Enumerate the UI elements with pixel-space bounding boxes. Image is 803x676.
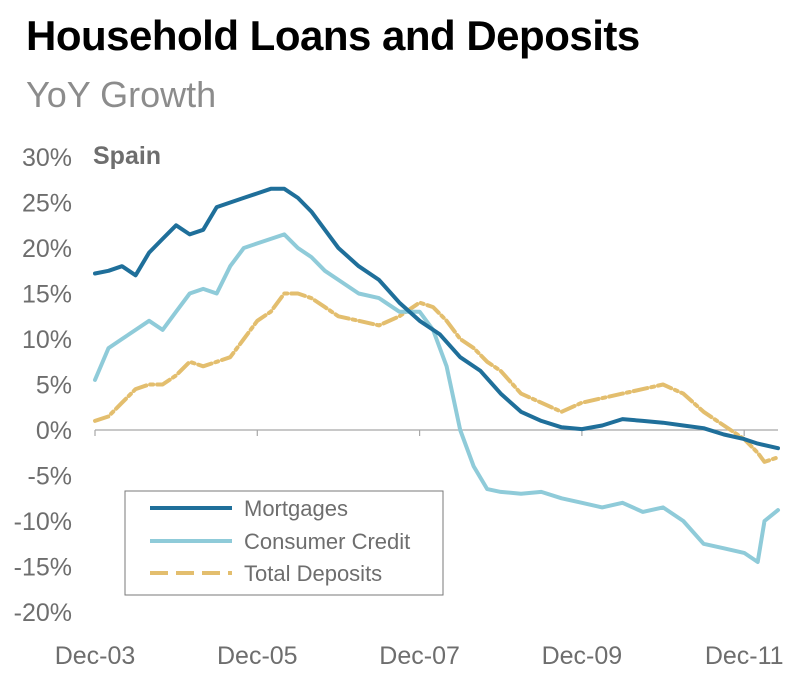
series-line-mortgages [93,186,780,451]
chart-subtitle: YoY Growth [26,74,217,115]
x-tick-label: Dec-05 [217,642,298,670]
y-tick-label: 10% [22,326,72,354]
y-tick-label: -10% [14,508,72,536]
x-tick-label: Dec-11 [705,642,784,670]
y-axis: 30% 25% 20% 15% 10% 5% 0% -5% -10% -15% -20% [14,144,778,627]
y-tick-label: -5% [28,463,72,491]
legend-label: Total Deposits [244,561,382,586]
y-tick-label: 25% [22,190,72,218]
series-line-total-deposits [93,291,780,464]
legend-label: Mortgages [244,496,348,521]
chart-title: Household Loans and Deposits [26,12,640,59]
y-tick-label: 30% [22,144,72,172]
y-tick-label: 5% [36,372,72,400]
y-tick-label: 20% [22,235,72,263]
y-tick-label: 15% [22,281,72,309]
plot-area [93,186,780,564]
y-tick-label: -15% [14,554,72,582]
y-tick-label: -20% [14,599,72,627]
legend-label: Consumer Credit [244,529,410,554]
x-tick-label: Dec-09 [542,642,623,670]
legend: Mortgages Consumer Credit Total Deposits [124,490,444,596]
chart-annotation: Spain [93,142,161,170]
x-tick-label: Dec-03 [55,642,136,670]
y-tick-label: 0% [36,417,72,445]
x-axis: Dec-03 Dec-05 Dec-07 Dec-09 Dec-11 [55,430,784,670]
x-tick-label: Dec-07 [379,642,460,670]
